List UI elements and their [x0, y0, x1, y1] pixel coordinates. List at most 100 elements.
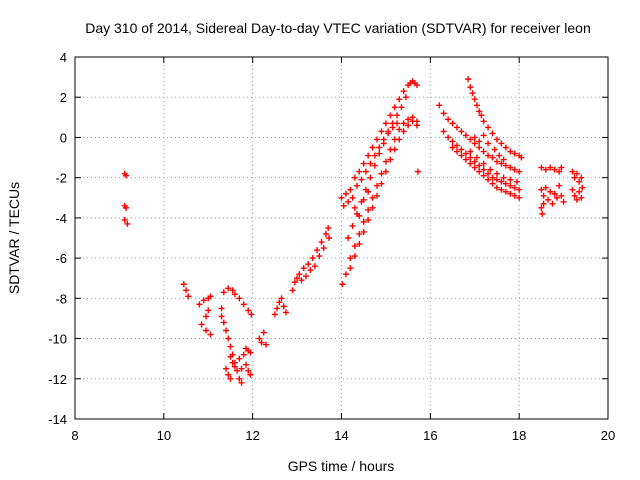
- data-point: [225, 285, 232, 292]
- data-point: [476, 168, 483, 175]
- data-point: [507, 182, 514, 189]
- data-point: [436, 102, 443, 109]
- data-point: [551, 166, 558, 173]
- data-point: [511, 192, 518, 199]
- data-point: [200, 297, 207, 304]
- data-point: [218, 305, 225, 312]
- data-point: [476, 108, 483, 115]
- data-point: [345, 198, 352, 205]
- data-point: [369, 204, 376, 211]
- data-point: [309, 255, 316, 262]
- data-point: [511, 166, 518, 173]
- data-point: [473, 102, 480, 109]
- data-point: [236, 355, 243, 362]
- data-point: [485, 176, 492, 183]
- data-point: [547, 188, 554, 195]
- y-tick-label: -4: [55, 211, 67, 226]
- data-point: [578, 174, 585, 181]
- data-point: [274, 305, 281, 312]
- data-point: [462, 156, 469, 163]
- data-point: [453, 148, 460, 155]
- data-point: [473, 154, 480, 161]
- data-point: [349, 222, 356, 229]
- data-point: [405, 122, 412, 129]
- data-point: [316, 253, 323, 260]
- data-point: [342, 271, 349, 278]
- data-point: [576, 188, 583, 195]
- data-point: [238, 365, 245, 372]
- data-point: [365, 206, 372, 213]
- y-axis-label: SDTVAR / TECUs: [6, 182, 22, 294]
- data-point: [507, 190, 514, 197]
- data-point: [378, 180, 385, 187]
- data-point: [220, 319, 227, 326]
- data-point: [409, 118, 416, 125]
- data-point: [389, 124, 396, 131]
- data-point: [487, 166, 494, 173]
- data-point: [382, 158, 389, 165]
- data-point: [380, 140, 387, 147]
- data-point: [356, 241, 363, 248]
- data-point: [396, 126, 403, 133]
- data-point: [278, 295, 285, 302]
- x-tick-label: 18: [512, 428, 526, 443]
- data-point: [322, 230, 329, 237]
- data-point: [449, 120, 456, 127]
- data-point: [453, 142, 460, 149]
- y-tick-label: -14: [48, 412, 67, 427]
- data-point: [507, 176, 514, 183]
- data-point: [229, 287, 236, 294]
- data-point: [243, 361, 250, 368]
- data-point: [374, 136, 381, 143]
- data-point: [538, 164, 545, 171]
- data-point: [376, 150, 383, 157]
- data-point: [360, 218, 367, 225]
- data-point: [458, 146, 465, 153]
- y-tick-label: -12: [48, 372, 67, 387]
- data-point: [351, 174, 358, 181]
- data-point: [396, 136, 403, 143]
- x-tick-label: 20: [601, 428, 615, 443]
- data-point: [203, 327, 210, 334]
- data-point: [227, 353, 234, 360]
- data-point: [356, 168, 363, 175]
- data-point: [485, 170, 492, 177]
- data-point: [185, 293, 192, 300]
- data-point: [180, 281, 187, 288]
- data-point: [471, 134, 478, 141]
- data-point: [467, 84, 474, 91]
- data-point: [493, 184, 500, 191]
- data-point: [493, 158, 500, 165]
- data-point: [318, 239, 325, 246]
- data-point: [247, 371, 254, 378]
- data-point: [360, 228, 367, 235]
- data-point: [371, 162, 378, 169]
- data-point: [367, 160, 374, 167]
- data-point: [556, 182, 563, 189]
- data-point: [400, 128, 407, 135]
- data-point: [502, 180, 509, 187]
- data-point: [471, 140, 478, 147]
- data-point: [351, 243, 358, 250]
- data-point: [560, 198, 567, 205]
- chart-title: Day 310 of 2014, Sidereal Day-to-day VTE…: [85, 20, 591, 36]
- data-point: [382, 120, 389, 127]
- data-point: [538, 204, 545, 211]
- data-point: [449, 138, 456, 145]
- data-point: [556, 168, 563, 175]
- data-point: [493, 176, 500, 183]
- data-point: [498, 140, 505, 147]
- data-point: [502, 162, 509, 169]
- data-point: [551, 190, 558, 197]
- data-point: [245, 307, 252, 314]
- data-point: [349, 194, 356, 201]
- data-point: [493, 170, 500, 177]
- data-point: [374, 182, 381, 189]
- data-point: [573, 196, 580, 203]
- data-point: [394, 120, 401, 127]
- data-point: [579, 184, 586, 191]
- data-point: [236, 295, 243, 302]
- data-point: [453, 124, 460, 131]
- data-point: [240, 301, 247, 308]
- data-point: [547, 164, 554, 171]
